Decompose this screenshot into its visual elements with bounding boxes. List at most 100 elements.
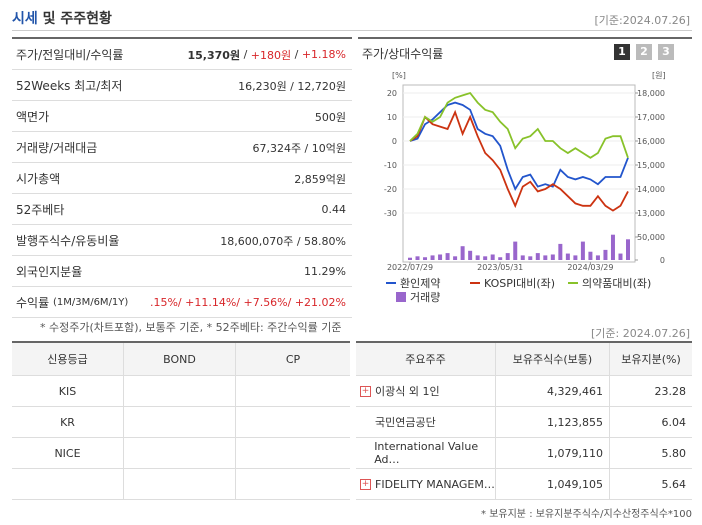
volume-bar	[438, 254, 443, 260]
row-label: 액면가	[12, 101, 212, 132]
table-cell: KIS	[12, 376, 124, 406]
row-label-text: 수익률	[16, 296, 50, 310]
holder-pct: 5.80	[661, 446, 687, 460]
volume-bar	[453, 256, 458, 260]
table-cell: 23.28	[610, 376, 692, 406]
table-cell: 5.64	[610, 469, 692, 499]
row-value: +3.15%/ +11.14%/ +7.56%/ +21.02%	[150, 287, 346, 318]
cell-text: KR	[60, 415, 75, 429]
volume-tick-label: 50,000	[637, 233, 665, 242]
row-label-text: 시가총액	[16, 172, 61, 186]
divider	[12, 100, 352, 101]
value-part: 0.44	[321, 203, 347, 216]
row-label-text: 거래량/거래대금	[16, 141, 98, 155]
divider	[12, 437, 350, 438]
legend-label: KOSPI대비(좌)	[484, 277, 555, 290]
volume-bar	[415, 256, 420, 260]
divider	[12, 37, 352, 39]
y2-tick-label: 16,000	[637, 137, 665, 146]
volume-bar	[573, 255, 578, 260]
row-value: 0.44	[150, 194, 347, 225]
cell-text: NICE	[54, 446, 81, 460]
row-value: 15,370원 / +180원 / +1.18%	[150, 39, 347, 70]
volume-bar	[610, 234, 615, 260]
volume-bar	[468, 250, 473, 260]
y-unit: [%]	[392, 71, 406, 80]
table-cell: KR	[12, 407, 124, 437]
holder-shares: 1,049,105	[547, 477, 603, 491]
y2-tick-label: 17,000	[637, 113, 665, 122]
legend-label: 환인제약	[400, 276, 440, 290]
y2-tick-label: 13,000	[637, 209, 665, 218]
row-label-text: 액면가	[16, 110, 50, 124]
y-tick-label: -10	[384, 161, 397, 170]
volume-bar	[460, 246, 465, 260]
row-label-note: (1M/3M/6M/1Y)	[52, 297, 129, 308]
divider	[12, 30, 692, 31]
volume-bar	[580, 241, 585, 260]
date2: [기준: 2024.07.26]	[590, 327, 690, 340]
row-label-text: 52주베타	[16, 203, 65, 217]
legend-swatch	[396, 292, 406, 302]
table-cell: NICE	[12, 438, 124, 468]
column-header: 보유주식수(보통)	[496, 343, 610, 375]
value-part: 16,230원 / 12,720원	[238, 79, 346, 93]
table-cell: 6.04	[610, 407, 692, 437]
table-cell	[124, 438, 236, 468]
chart-tab[interactable]: 3	[658, 44, 674, 60]
series-line	[409, 91, 629, 159]
row-value: 11.29%	[150, 256, 346, 287]
value-part: /	[291, 48, 302, 61]
value-part: +1.18%	[301, 48, 346, 61]
x-tick-label: 2024/03/29	[567, 263, 613, 272]
table-cell: 1,079,110	[496, 438, 610, 468]
y-tick-label: -20	[384, 185, 397, 194]
y2-tick-label: 15,000	[637, 161, 665, 170]
volume-bar	[483, 256, 488, 260]
volume-bar	[550, 254, 555, 260]
row-label-text: 발행주식수/유동비율	[16, 234, 120, 248]
price-note: * 수정주가(차트포함), 보통주 기준, * 52주베타: 주간수익률 기준	[40, 321, 342, 334]
table-cell	[124, 407, 236, 437]
holder-pct: 23.28	[654, 384, 687, 398]
volume-bar	[430, 255, 435, 260]
divider	[356, 406, 692, 407]
chart-tab[interactable]: 1	[614, 44, 630, 60]
value-part: /	[240, 48, 251, 61]
row-label: 시가총액	[12, 163, 212, 194]
holder-name: 국민연금공단	[375, 416, 436, 429]
column-header: 보유지분(%)	[610, 343, 692, 375]
divider	[12, 69, 352, 70]
divider	[358, 37, 692, 39]
volume-bar	[513, 241, 518, 260]
table-cell: 5.80	[610, 438, 692, 468]
table-cell	[236, 438, 350, 468]
volume-bar	[528, 256, 533, 260]
expand-icon	[360, 448, 370, 459]
expand-icon[interactable]: +	[360, 478, 371, 490]
row-label-text: 주가/전일대비/수익률	[16, 48, 124, 62]
table-cell	[236, 376, 350, 406]
table-cell	[12, 469, 124, 499]
title-rest: 및 주주현황	[42, 11, 112, 27]
chart-tab[interactable]: 2	[636, 44, 652, 60]
divider	[356, 468, 692, 469]
divider	[12, 468, 350, 469]
holder-shares: 4,329,461	[547, 384, 603, 398]
volume-bar	[618, 253, 623, 260]
value-part: +3.15%/ +11.14%/ +7.56%/ +21.02%	[150, 296, 346, 309]
holder-pct: 6.04	[661, 415, 687, 429]
table-cell: International Value Ad…	[356, 438, 496, 468]
expand-icon[interactable]: +	[360, 385, 371, 397]
column-header: BOND	[124, 343, 236, 375]
holder-shares: 1,079,110	[547, 446, 603, 460]
table-cell: 1,123,855	[496, 407, 610, 437]
volume-bar	[603, 249, 608, 260]
x-tick-label: 2022/07/29	[387, 263, 433, 272]
table-cell	[124, 469, 236, 499]
series-line	[409, 101, 629, 191]
value-part: 500원	[314, 110, 346, 124]
holder-name: FIDELITY MANAGEM…	[375, 477, 495, 491]
title-main: 시세	[12, 11, 38, 27]
